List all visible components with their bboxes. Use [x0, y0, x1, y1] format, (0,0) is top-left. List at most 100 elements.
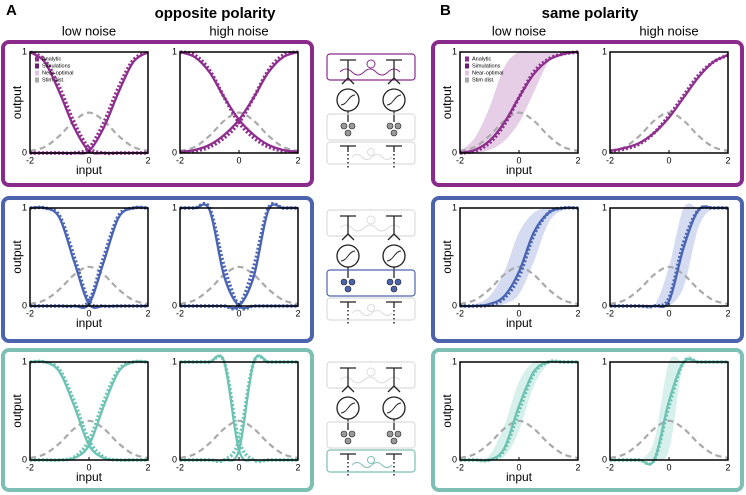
analytic-line	[29, 206, 148, 309]
y-axis-label: output	[10, 240, 24, 274]
panel-title: same polarity	[542, 5, 639, 22]
legend-label: Simulations	[42, 63, 71, 69]
near-optimal-band	[460, 360, 578, 461]
x-tick-label: -2	[456, 462, 464, 472]
x-tick-label: 0	[236, 462, 241, 472]
vesicle	[340, 122, 348, 130]
simulation-line	[179, 50, 299, 154]
circuit-schematic	[326, 361, 416, 476]
legend-swatch	[35, 56, 39, 62]
x-tick-label: 2	[725, 308, 730, 318]
y-tick-label: 0	[172, 147, 177, 157]
y-tick-label: 1	[22, 46, 27, 56]
output-noise-box	[326, 141, 416, 165]
x-axis-label: input	[506, 163, 533, 177]
panel-frame	[431, 196, 744, 343]
x-tick-label: 0	[236, 155, 241, 165]
y-tick-label: 0	[172, 300, 177, 310]
panel-label: B	[440, 2, 451, 19]
stim-dist-line	[459, 419, 579, 460]
simulation-line	[179, 354, 298, 464]
legend-label: Near-optimal	[472, 70, 503, 76]
panel-frame	[1, 196, 314, 343]
y-tick-label: 1	[602, 356, 607, 366]
x-tick-label: 0	[516, 462, 521, 472]
x-tick-label: -2	[26, 462, 34, 472]
y-tick-label: 0	[452, 300, 457, 310]
stim-dist-line	[609, 419, 729, 460]
x-tick-label: 2	[295, 155, 300, 165]
vesicle	[390, 129, 398, 137]
synapse	[386, 301, 402, 308]
stim-dist-line	[459, 111, 579, 153]
y-axis-label: output	[10, 85, 24, 119]
stim-dist-line	[29, 111, 149, 153]
column-title: high noise	[639, 23, 698, 38]
noise-box	[326, 53, 416, 81]
x-tick-label: -2	[456, 155, 464, 165]
stim-dist-line	[29, 419, 149, 460]
vesicle	[348, 122, 356, 130]
synapse	[340, 145, 356, 152]
noise-source	[366, 59, 376, 69]
simulation-line	[459, 205, 579, 308]
x-tick-label: -2	[176, 155, 184, 165]
near-optimal-band	[610, 203, 728, 309]
x-tick-label: 0	[86, 155, 91, 165]
y-tick-label: 1	[602, 46, 607, 56]
vesicle	[386, 122, 394, 130]
analytic-line	[179, 50, 299, 154]
vesicle	[344, 437, 352, 445]
y-tick-label: 0	[602, 454, 607, 464]
receptor	[386, 367, 402, 393]
x-tick-label: -2	[176, 462, 184, 472]
y-axis-label: output	[440, 240, 454, 274]
output-noise-box	[326, 297, 416, 321]
x-tick-label: 2	[725, 462, 730, 472]
y-tick-label: 0	[22, 147, 27, 157]
near-optimal-band	[460, 50, 578, 154]
panel-label: A	[6, 2, 17, 19]
y-tick-label: 0	[452, 147, 457, 157]
x-axis-label: input	[506, 470, 533, 484]
y-axis-label: output	[10, 394, 24, 428]
simulation-line	[609, 53, 729, 153]
x-tick-label: -2	[606, 462, 614, 472]
plot: -2 0 201	[172, 354, 301, 472]
vesicle	[394, 122, 402, 130]
legend-label: Stim dist.	[42, 77, 65, 83]
vesicle	[348, 278, 356, 286]
stim-dist-line	[29, 265, 149, 306]
x-tick-label: -2	[176, 308, 184, 318]
noise-box	[326, 361, 416, 389]
y-tick-label: 1	[172, 202, 177, 212]
legend-swatch	[35, 77, 39, 83]
simulation-line	[459, 359, 578, 463]
synapse	[340, 301, 356, 308]
output-wave	[351, 310, 393, 316]
stim-dist-line	[459, 265, 579, 306]
vesicle	[390, 437, 398, 445]
x-tick-label: 0	[86, 462, 91, 472]
x-tick-label: 2	[145, 462, 150, 472]
column-title: low noise	[492, 23, 546, 38]
x-tick-label: -2	[606, 155, 614, 165]
panel-frame	[431, 40, 744, 187]
legend-label: Stim dist.	[472, 77, 495, 83]
y-tick-label: 1	[22, 202, 27, 212]
output-noise-source	[367, 148, 375, 156]
noise-wave	[339, 224, 401, 232]
x-tick-label: 2	[725, 155, 730, 165]
legend-label: Simulations	[472, 63, 501, 69]
legend-label: Near-optimal	[42, 70, 73, 76]
legend-swatch	[465, 63, 469, 69]
analytic-line	[30, 206, 149, 309]
x-axis-label: input	[506, 316, 533, 330]
